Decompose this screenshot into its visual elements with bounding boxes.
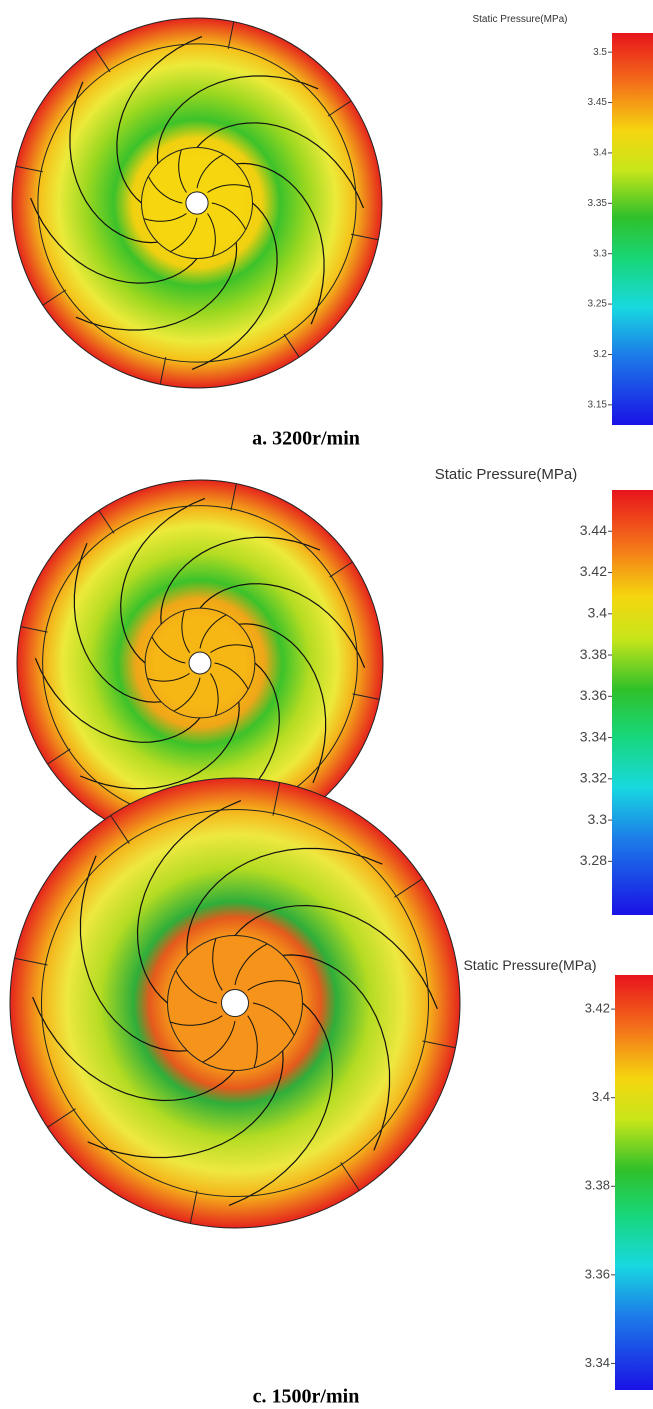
caption: a. 3200r/min	[252, 428, 360, 450]
contour-plot	[12, 18, 382, 388]
tick-label: 3.34	[580, 728, 607, 744]
figure: Static Pressure(MPa) 3.5 3.45 3.4 3.35 3.3 3.2…	[0, 0, 653, 1409]
tick-label: 3.3	[593, 248, 607, 259]
tick-label: 3.4	[588, 604, 608, 620]
tick-label: 3.45	[588, 97, 608, 108]
tick-label: 3.5	[593, 47, 607, 58]
colorbar-title: Static Pressure(MPa)	[435, 466, 578, 483]
contour-plot	[10, 778, 460, 1228]
caption: c. 1500r/min	[253, 1386, 360, 1408]
hub	[222, 990, 249, 1017]
tick-label: 3.38	[585, 1178, 610, 1193]
colorbar	[612, 33, 653, 425]
tick-label: 3.36	[580, 687, 607, 703]
tick-label: 3.42	[580, 563, 607, 579]
colorbar	[615, 975, 653, 1390]
tick-label: 3.4	[592, 1089, 610, 1104]
colorbar-title: Static Pressure(MPa)	[463, 957, 596, 973]
colorbar	[612, 490, 653, 915]
hub	[186, 192, 208, 214]
hub	[189, 652, 211, 674]
tick-label: 3.34	[585, 1355, 610, 1370]
tick-label: 3.36	[585, 1266, 610, 1281]
tick-label: 3.38	[580, 646, 607, 662]
tick-label: 3.2	[593, 349, 607, 360]
tick-label: 3.3	[588, 811, 608, 827]
tick-label: 3.15	[588, 399, 608, 410]
tick-label: 3.35	[588, 198, 608, 209]
colorbar-title: Static Pressure(MPa)	[472, 14, 567, 25]
tick-label: 3.4	[593, 148, 607, 159]
tick-label: 3.28	[580, 852, 607, 868]
tick-label: 3.44	[580, 522, 607, 538]
tick-label: 3.32	[580, 770, 607, 786]
tick-label: 3.42	[585, 1001, 610, 1016]
tick-label: 3.25	[588, 299, 608, 310]
